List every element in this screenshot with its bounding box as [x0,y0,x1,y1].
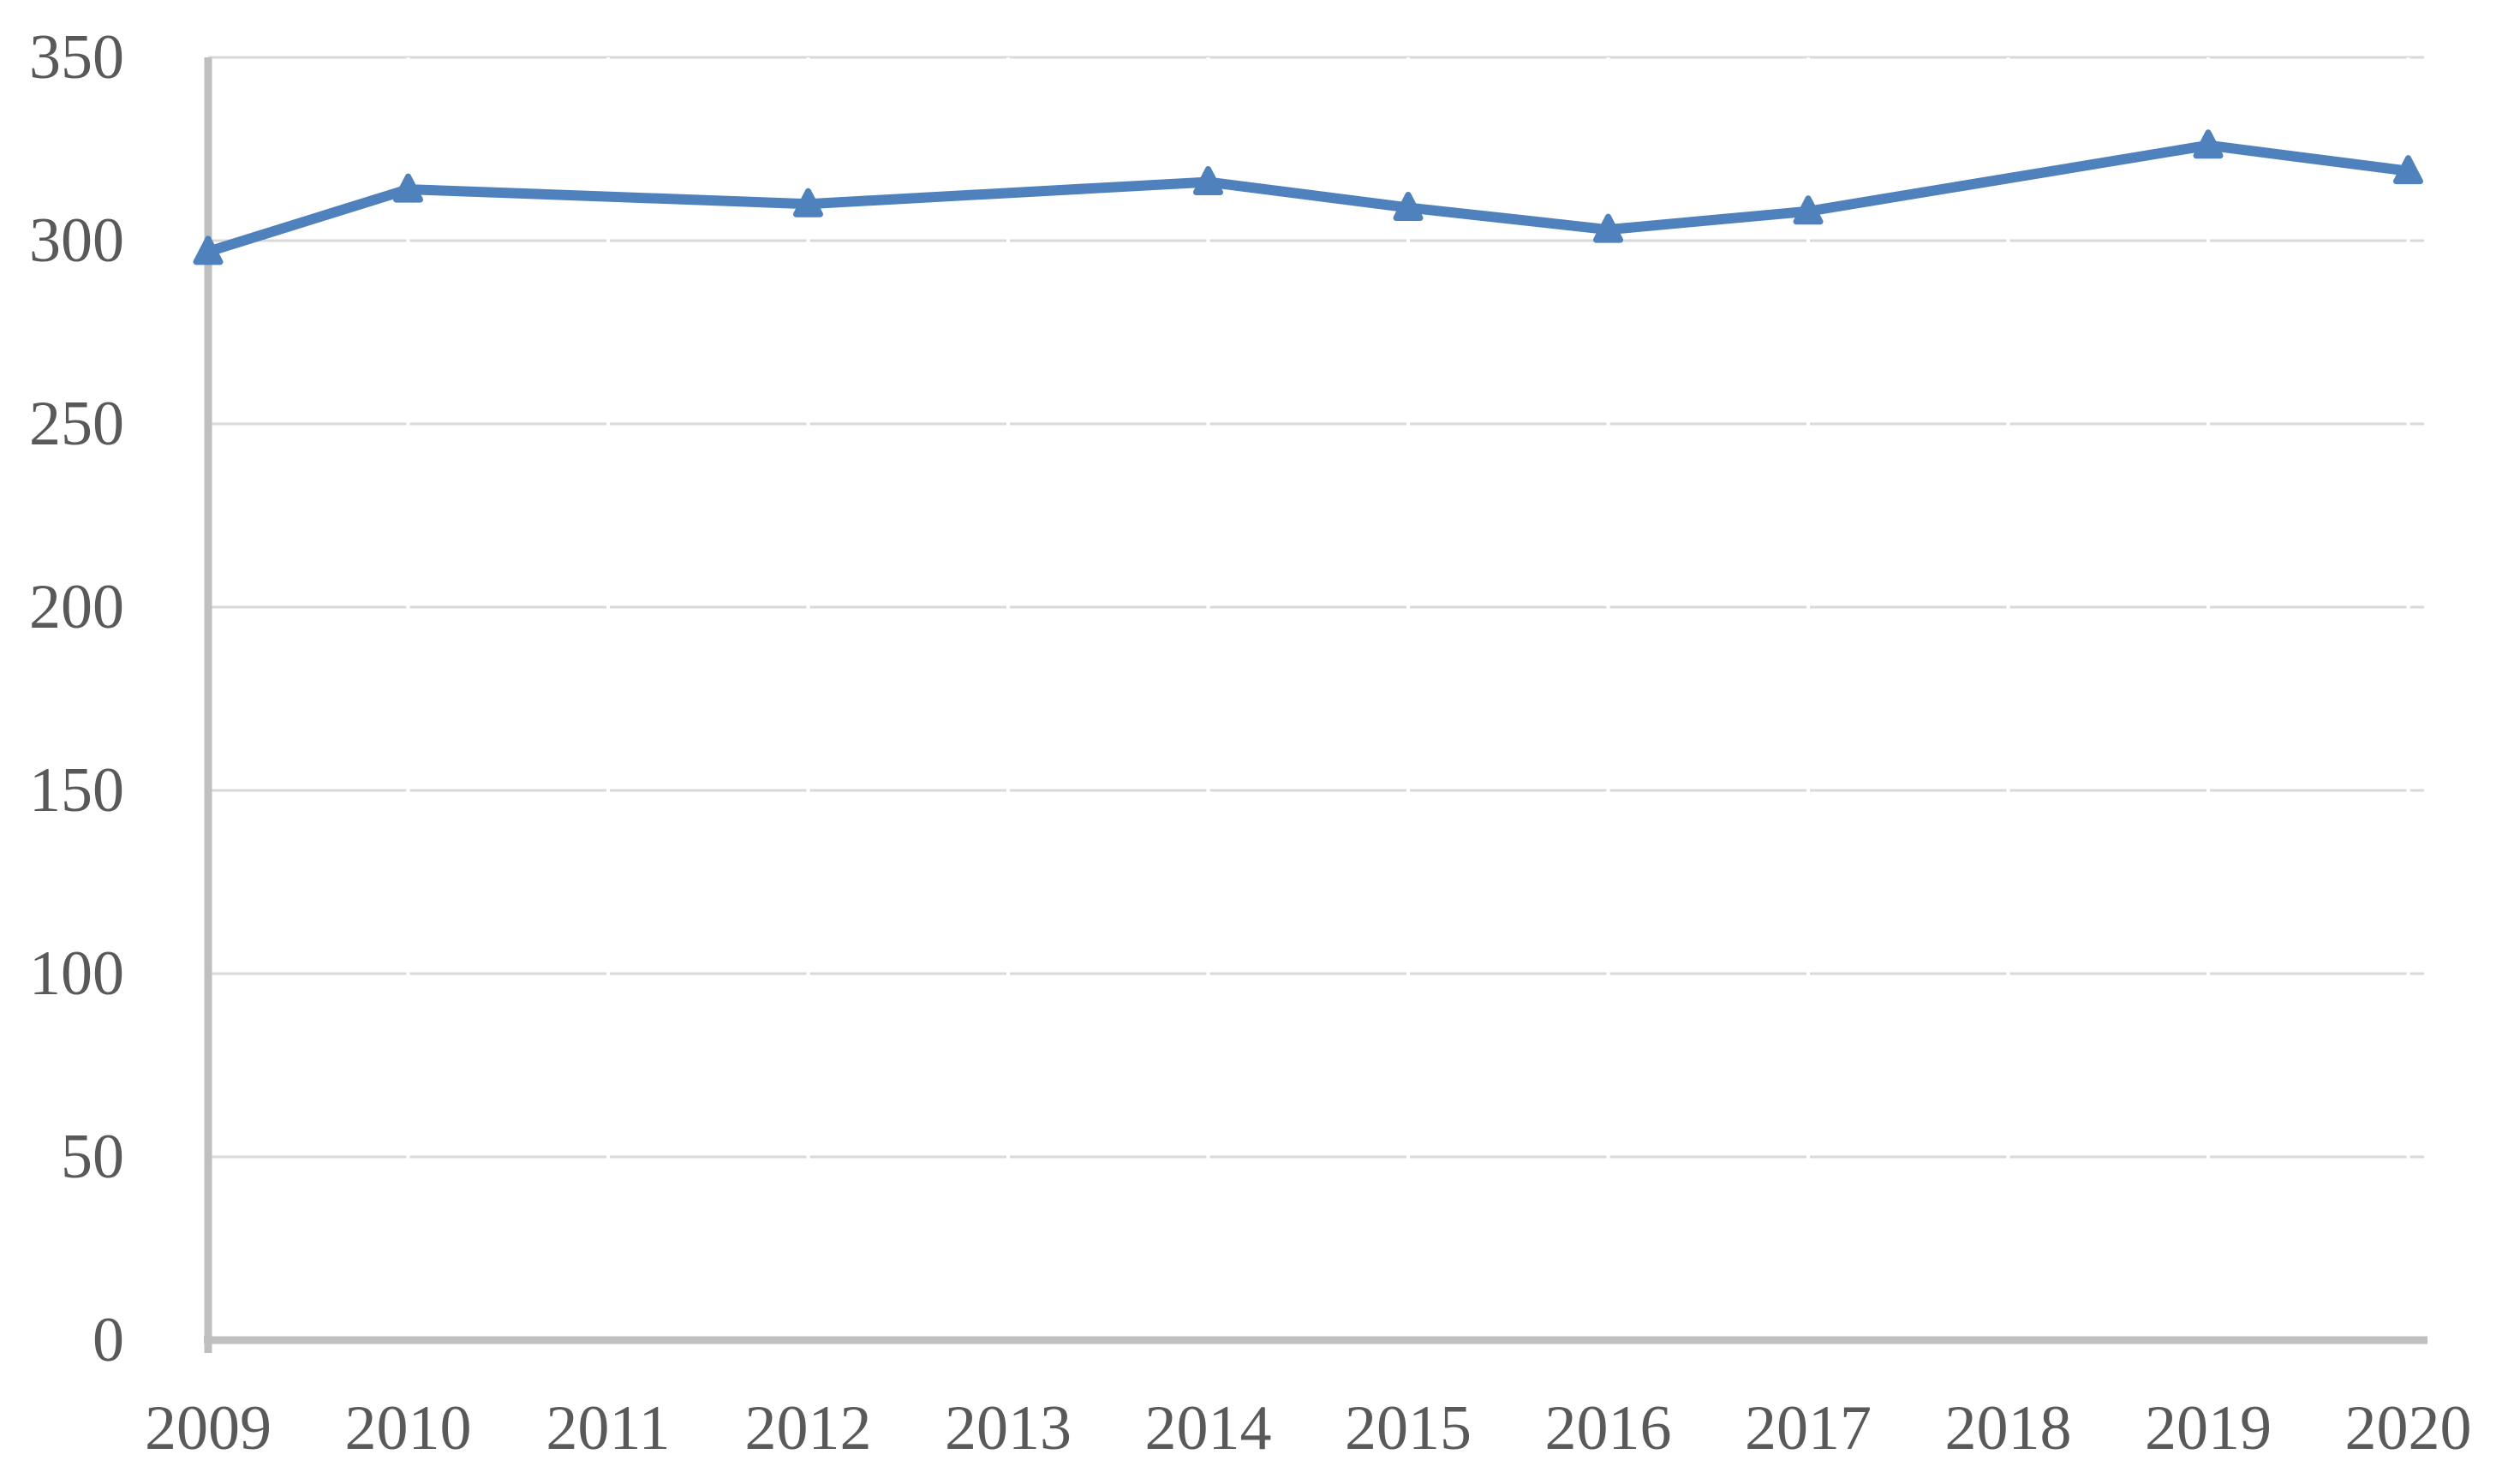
x-axis-tick-label: 2015 [1345,1393,1472,1463]
y-axis-tick-label: 300 [29,206,124,276]
x-axis-tick-label: 2011 [546,1393,670,1463]
y-axis-tick-label: 200 [29,572,124,642]
x-axis-tick-label: 2010 [345,1393,472,1463]
x-axis-tick-label: 2018 [1945,1393,2072,1463]
data-point-marker-2016 [1593,213,1623,243]
data-point-marker-2012 [793,188,823,218]
data-point-marker-2015 [1393,191,1424,221]
y-axis-tick-label: 0 [93,1305,124,1375]
data-point-marker-2010 [393,173,423,203]
data-point-marker-2017 [1793,195,1824,225]
x-axis-tick-label: 2016 [1545,1393,1672,1463]
x-axis-tick-label: 2013 [945,1393,1072,1463]
x-axis-tick-label: 2017 [1745,1393,1872,1463]
y-axis-tick-label: 100 [29,939,124,1009]
data-point-marker-2009 [193,235,224,265]
data-point-marker-2020 [2393,155,2423,185]
x-axis-tick-label: 2019 [2145,1393,2272,1463]
x-axis-tick-label: 2020 [2345,1393,2472,1463]
y-axis-tick-label: 250 [29,389,124,459]
y-axis-tick-label: 50 [61,1122,124,1192]
y-axis-tick-label: 350 [29,22,124,92]
x-axis-tick-label: 2009 [145,1393,272,1463]
x-axis-tick-label: 2014 [1145,1393,1272,1463]
x-axis-tick-label: 2012 [745,1393,872,1463]
data-series-line [203,140,2414,257]
y-axis-tick-label: 150 [29,755,124,825]
data-point-marker-2019 [2193,129,2224,159]
data-point-marker-2014 [1193,166,1223,196]
